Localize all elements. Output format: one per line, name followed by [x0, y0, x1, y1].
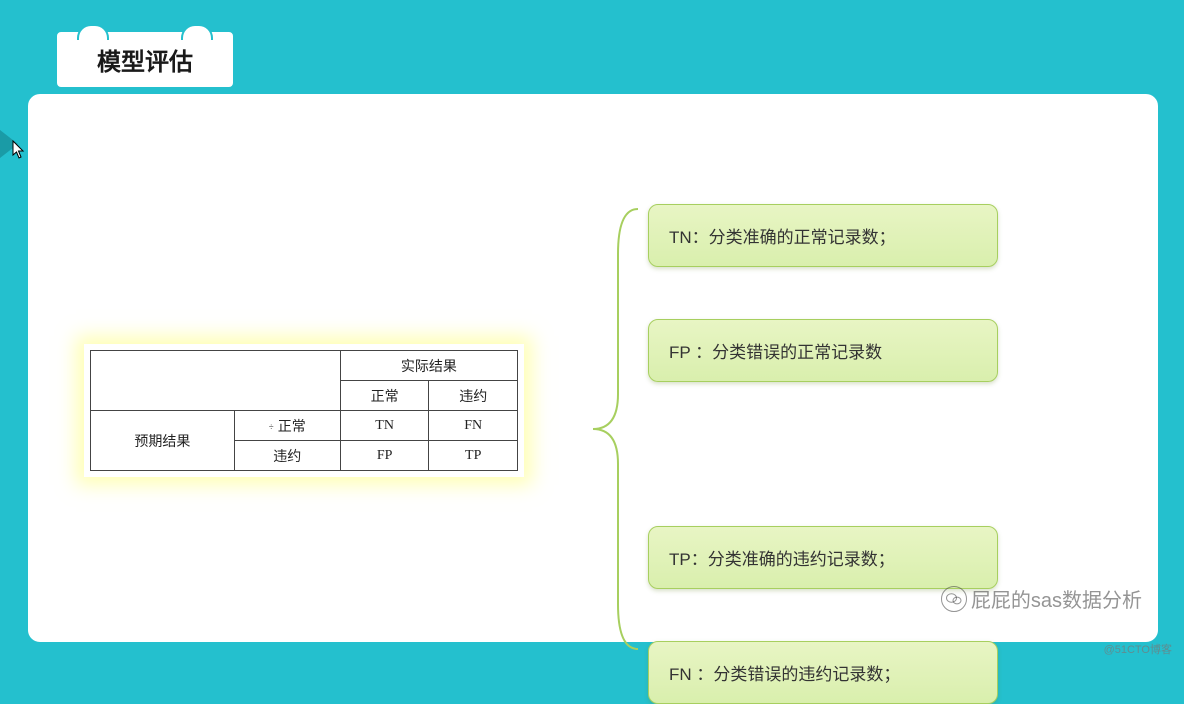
row-header: ÷正常: [234, 411, 340, 441]
row-header: 违约: [234, 441, 340, 471]
callout-fp: FP ：分类错误的正常记录数: [648, 319, 998, 382]
page-title: 模型评估: [97, 49, 193, 76]
watermark-secondary: @51CTO博客: [1104, 641, 1172, 657]
row-label: 正常: [278, 420, 306, 435]
table-empty-cell: [91, 351, 341, 411]
cell-tp: TP: [429, 441, 518, 471]
callout-tp: TP：分类准确的违约记录数；: [648, 526, 998, 589]
col-group-header: 实际结果: [340, 351, 517, 381]
callout-spacer: [648, 434, 998, 474]
divide-icon: ÷: [269, 422, 278, 432]
row-group-header: 预期结果: [91, 411, 235, 471]
cursor-icon: [12, 140, 26, 165]
confusion-matrix-container: 实际结果 正常 违约 预期结果 ÷正常 TN FN 违约 FP TP: [84, 344, 524, 477]
watermark-text: 屁屁的sas数据分析: [971, 584, 1142, 613]
cell-fp: FP: [340, 441, 429, 471]
table-row: 预期结果 ÷正常 TN FN: [91, 411, 518, 441]
col-header: 违约: [429, 381, 518, 411]
content-panel: 实际结果 正常 违约 预期结果 ÷正常 TN FN 违约 FP TP TN：分类…: [26, 92, 1160, 644]
wechat-icon: [941, 586, 967, 612]
confusion-matrix-table: 实际结果 正常 违约 预期结果 ÷正常 TN FN 违约 FP TP: [90, 350, 518, 471]
curly-brace-icon: [578, 194, 648, 664]
cell-fn: FN: [429, 411, 518, 441]
callout-tn: TN：分类准确的正常记录数；: [648, 204, 998, 267]
title-tab: 模型评估: [55, 30, 235, 89]
watermark-main: 屁屁的sas数据分析: [941, 584, 1142, 613]
cell-tn: TN: [340, 411, 429, 441]
callout-fn: FN ：分类错误的违约记录数；: [648, 641, 998, 704]
col-header: 正常: [340, 381, 429, 411]
callout-list: TN：分类准确的正常记录数； FP ：分类错误的正常记录数 TP：分类准确的违约…: [648, 204, 998, 704]
table-row: 实际结果: [91, 351, 518, 381]
